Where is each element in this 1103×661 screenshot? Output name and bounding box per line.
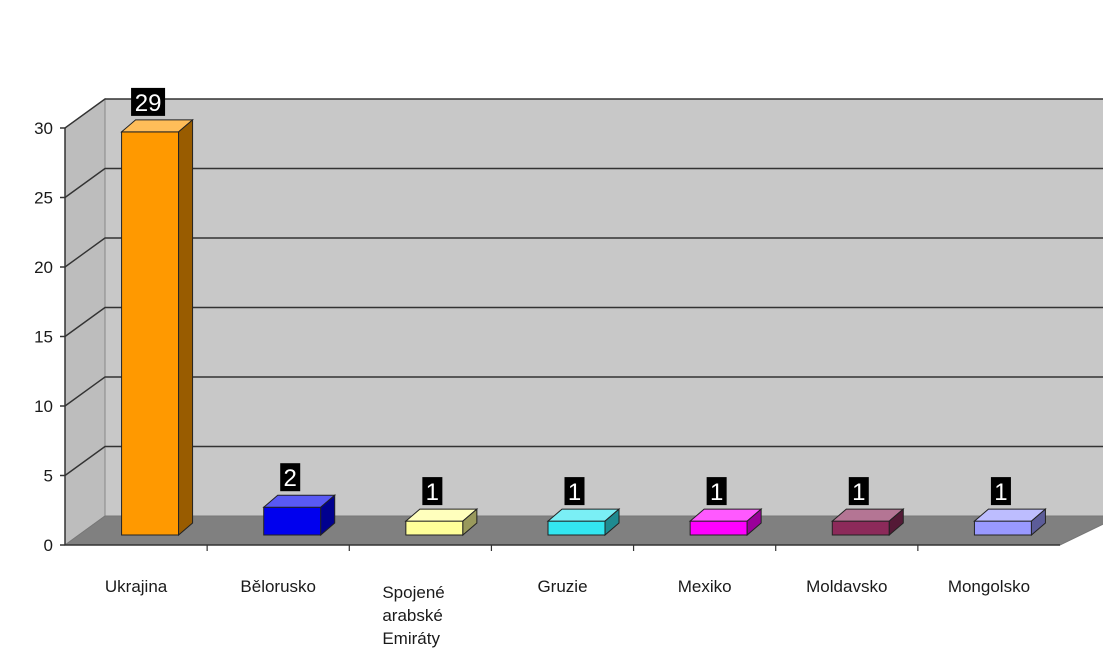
bar xyxy=(404,508,479,537)
y-tick-labels: 0 5 10 15 20 25 30 xyxy=(34,119,65,555)
bar xyxy=(688,508,763,537)
category-label: Mongolsko xyxy=(948,577,1030,596)
category-label: Ukrajina xyxy=(105,577,168,596)
bar-front xyxy=(689,520,748,536)
bar xyxy=(830,508,905,537)
category-label: Spojené arabské Emiráty xyxy=(382,583,444,648)
data-label-box xyxy=(564,477,585,506)
data-label: 29 xyxy=(131,87,166,117)
data-label: 1 xyxy=(848,477,869,506)
category-label: Moldavsko xyxy=(806,577,887,596)
data-label-box xyxy=(131,87,166,116)
y-tick-label: 15 xyxy=(34,328,53,347)
bar-side xyxy=(1030,508,1046,537)
bar xyxy=(973,508,1047,537)
bar-side xyxy=(604,508,620,537)
bar-front xyxy=(263,506,322,536)
data-label-box xyxy=(422,477,443,506)
data-label-text: 2 xyxy=(284,465,297,492)
data-label: 1 xyxy=(706,477,727,506)
data-label-text: 1 xyxy=(426,479,439,506)
data-label: 1 xyxy=(564,477,585,506)
gridline xyxy=(64,167,1103,199)
data-label-box xyxy=(990,477,1011,506)
bar-side xyxy=(746,508,762,537)
data-label-text: 29 xyxy=(135,90,162,117)
category-label: Bělorusko xyxy=(240,577,316,596)
data-label: 1 xyxy=(422,477,443,506)
y-tick-label: 0 xyxy=(44,536,53,555)
data-label-text: 1 xyxy=(852,479,865,506)
gridline xyxy=(64,237,1103,268)
data-label-text: 1 xyxy=(994,479,1007,506)
y-tick-label: 5 xyxy=(44,467,53,486)
category-labels: Ukrajina Bělorusko Spojené arabské Emiráty Gr… xyxy=(105,545,1030,648)
y-tick-label: 10 xyxy=(34,397,53,416)
bar-front xyxy=(405,520,464,536)
data-label: 1 xyxy=(990,477,1011,506)
data-label-box xyxy=(280,463,301,492)
y-tick-label: 30 xyxy=(34,119,53,138)
category-label: Mexiko xyxy=(678,577,732,596)
bar xyxy=(120,118,194,537)
gridline xyxy=(64,376,1103,407)
bar-side xyxy=(320,494,336,537)
gridline xyxy=(64,98,1103,129)
bar-side xyxy=(178,118,194,537)
bar-side xyxy=(888,508,904,537)
bar-side xyxy=(462,508,478,537)
bar-front xyxy=(831,520,890,536)
bar-front xyxy=(547,520,606,536)
bar-front xyxy=(121,131,180,536)
data-label-box xyxy=(848,477,869,506)
gridline xyxy=(64,445,1103,477)
y-tick-label: 20 xyxy=(34,258,53,277)
bar-front xyxy=(973,520,1032,536)
y-tick-label: 25 xyxy=(34,189,53,208)
gridlines xyxy=(64,98,1103,477)
data-label-box xyxy=(706,477,727,506)
data-label-text: 1 xyxy=(710,479,723,506)
category-label: Gruzie xyxy=(537,577,587,596)
bar xyxy=(262,494,337,537)
data-label: 2 xyxy=(280,463,301,492)
bar xyxy=(546,508,621,537)
gridline xyxy=(64,306,1103,338)
bars xyxy=(120,118,1047,537)
data-labels: 29 2 1 1 1 1 1 xyxy=(131,87,1011,506)
data-label-text: 1 xyxy=(568,479,581,506)
